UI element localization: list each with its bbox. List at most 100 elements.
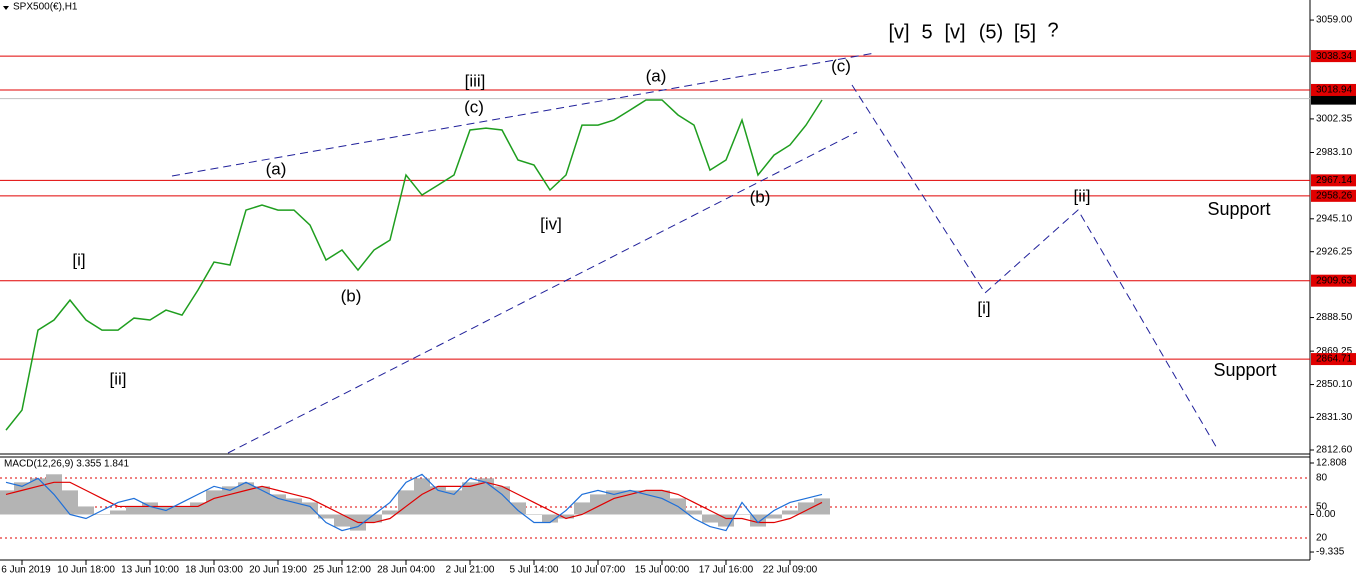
y-tick-label: 2983.10: [1316, 147, 1353, 158]
level-label: 3018.94: [1316, 85, 1353, 96]
macd-line: [5, 481, 823, 524]
y-tick-label: 2888.50: [1316, 312, 1353, 323]
wave-label: [iii]: [465, 71, 486, 90]
y-tick-label: 0.00: [1316, 509, 1336, 520]
macd-title: MACD(12,26,9) 3.355 1.841: [4, 459, 130, 470]
level-box: [1311, 50, 1356, 63]
macd-bar: [126, 506, 142, 515]
x-tick-label: 17 Jul 16:00: [699, 565, 754, 576]
macd-bar: [142, 502, 158, 515]
macd-bar: [238, 482, 254, 515]
macd-bar: [398, 490, 414, 515]
x-tick-label: 15 Jul 00:00: [635, 565, 690, 576]
level-box: [1311, 353, 1356, 366]
macd-bar: [446, 490, 462, 515]
level-label: 2909.63: [1316, 275, 1353, 286]
wave-label: (c): [464, 97, 484, 116]
macd-bar: [590, 494, 606, 515]
wave-label: Support: [1213, 360, 1276, 380]
macd-bar: [686, 510, 702, 515]
x-tick-label: 5 Jul 14:00: [510, 565, 559, 576]
macd-bar: [542, 514, 558, 523]
wave-label: (b): [341, 286, 362, 305]
y-tick-label: 12.808: [1316, 458, 1347, 469]
macd-line: [5, 473, 823, 532]
macd-bar: [14, 482, 30, 515]
macd-bar: [430, 486, 446, 515]
macd-level-label: 20: [1316, 533, 1328, 544]
macd-bar: [494, 486, 510, 515]
macd-bar: [574, 502, 590, 515]
wave-label: [i]: [977, 298, 990, 317]
y-tick-label: 2831.30: [1316, 412, 1353, 423]
macd-bar: [318, 514, 334, 519]
y-tick-label: 2812.60: [1316, 445, 1353, 456]
y-tick-label: 2926.25: [1316, 246, 1353, 257]
wave-label: (a): [266, 159, 287, 178]
x-tick-label: 28 Jun 04:00: [377, 565, 435, 576]
wave-trendline: [851, 84, 1219, 451]
macd-level-label: 50: [1316, 502, 1328, 513]
wave-label: [5]: [1014, 21, 1036, 43]
macd-bar: [558, 514, 574, 519]
x-tick-label: 22 Jul 09:00: [763, 565, 818, 576]
wave-label: [v]: [888, 21, 909, 43]
y-tick-label: 2869.25: [1316, 346, 1353, 357]
level-label: 2967.14: [1316, 175, 1353, 186]
x-tick-label: 18 Jun 03:00: [185, 565, 243, 576]
macd-bar: [174, 506, 190, 515]
wave-label: [i]: [72, 250, 85, 269]
y-tick-label: 3002.35: [1316, 114, 1353, 125]
wave-label: [ii]: [110, 369, 127, 388]
wave-label: Support: [1207, 199, 1270, 219]
macd-bar: [334, 514, 350, 527]
symbol-title: SPX500(€),H1: [13, 2, 78, 13]
macd-bar: [0, 490, 14, 515]
x-tick-label: 25 Jun 12:00: [313, 565, 371, 576]
macd-bar: [622, 490, 638, 515]
level-box: [1311, 83, 1356, 96]
macd-bar: [526, 514, 542, 515]
macd-bar: [798, 502, 814, 515]
y-tick-label: 2945.10: [1316, 213, 1353, 224]
macd-bar: [366, 514, 382, 523]
menu-triangle: [3, 6, 9, 10]
macd-bar: [654, 490, 670, 515]
x-tick-label: 10 Jun 18:00: [57, 565, 115, 576]
macd-bar: [94, 514, 110, 515]
level-box: [1311, 274, 1356, 287]
y-tick-label: -9.335: [1316, 547, 1345, 558]
macd-bar: [78, 506, 94, 515]
macd-bar: [766, 514, 782, 519]
macd-bar: [782, 510, 798, 515]
wave-trendline: [227, 131, 858, 454]
wave-trendline: [171, 52, 876, 177]
level-box: [1311, 189, 1356, 202]
macd-bar: [190, 502, 206, 515]
macd-bar: [462, 482, 478, 515]
y-tick-label: 3059.00: [1316, 15, 1353, 26]
macd-bar: [270, 494, 286, 515]
macd-level-label: 80: [1316, 473, 1328, 484]
macd-bar: [734, 514, 750, 515]
level-label: 3038.34: [1316, 51, 1353, 62]
x-tick-label: 10 Jul 07:00: [571, 565, 626, 576]
wave-label: (a): [646, 66, 667, 85]
macd-bar: [206, 490, 222, 515]
level-label: 2864.71: [1316, 354, 1353, 365]
macd-bar: [254, 486, 270, 515]
macd-bar: [414, 478, 430, 515]
wave-label: 5: [921, 21, 932, 43]
macd-bar: [606, 490, 622, 515]
macd-bar: [286, 498, 302, 515]
x-tick-label: 20 Jun 19:00: [249, 565, 307, 576]
x-tick-label: 6 Jun 2019: [1, 565, 51, 576]
macd-bar: [638, 490, 654, 515]
x-tick-label: 2 Jul 21:00: [446, 565, 495, 576]
wave-label: [iv]: [540, 214, 562, 233]
wave-label: ?: [1047, 19, 1058, 41]
macd-bar: [382, 510, 398, 515]
macd-bar: [62, 490, 78, 515]
